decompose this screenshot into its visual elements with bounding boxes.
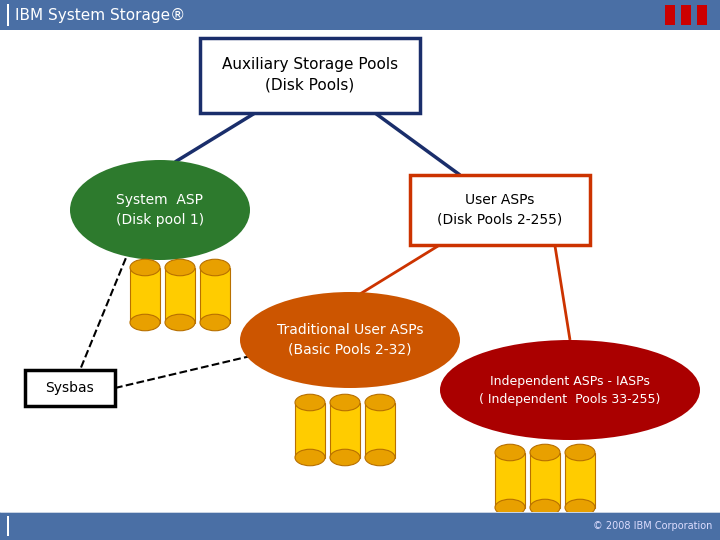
Bar [0, 0, 720, 30]
Ellipse shape [130, 314, 160, 330]
Ellipse shape [530, 444, 560, 461]
Bar [565, 453, 595, 508]
Bar [365, 402, 395, 457]
Bar [200, 267, 230, 322]
Ellipse shape [165, 259, 195, 276]
Ellipse shape [200, 314, 230, 330]
Ellipse shape [495, 444, 525, 461]
Ellipse shape [200, 259, 230, 276]
Text: User ASPs
(Disk Pools 2-255): User ASPs (Disk Pools 2-255) [437, 193, 562, 227]
Ellipse shape [330, 449, 360, 465]
Ellipse shape [295, 449, 325, 465]
Bar [165, 267, 195, 322]
Text: System  ASP
(Disk pool 1): System ASP (Disk pool 1) [116, 193, 204, 227]
Bar [130, 267, 160, 322]
Text: Sysbas: Sysbas [45, 381, 94, 395]
Ellipse shape [440, 340, 700, 440]
Ellipse shape [130, 259, 160, 276]
Text: Independent ASPs - IASPs
( Independent  Pools 33-255): Independent ASPs - IASPs ( Independent P… [480, 375, 661, 406]
Ellipse shape [365, 449, 395, 465]
Text: IBM System Storage®: IBM System Storage® [15, 8, 185, 23]
Bar [295, 402, 325, 457]
Ellipse shape [70, 160, 250, 260]
Bar [681, 5, 691, 25]
Text: Auxiliary Storage Pools
(Disk Pools): Auxiliary Storage Pools (Disk Pools) [222, 57, 398, 93]
Text: © 2008 IBM Corporation: © 2008 IBM Corporation [593, 521, 712, 531]
Bar [410, 175, 590, 245]
Bar [697, 5, 707, 25]
Bar [25, 370, 115, 406]
Text: Traditional User ASPs
(Basic Pools 2-32): Traditional User ASPs (Basic Pools 2-32) [276, 323, 423, 357]
Ellipse shape [295, 394, 325, 411]
Ellipse shape [365, 394, 395, 411]
Bar [330, 402, 360, 457]
Bar [495, 453, 525, 508]
Ellipse shape [330, 394, 360, 411]
Bar [530, 453, 560, 508]
Ellipse shape [565, 500, 595, 516]
Bar [200, 37, 420, 112]
Bar [7, 4, 9, 26]
Bar [0, 512, 720, 540]
Ellipse shape [530, 500, 560, 516]
Bar [7, 516, 9, 536]
Ellipse shape [565, 444, 595, 461]
Ellipse shape [165, 314, 195, 330]
Ellipse shape [495, 500, 525, 516]
Bar [665, 5, 675, 25]
Ellipse shape [240, 292, 460, 388]
